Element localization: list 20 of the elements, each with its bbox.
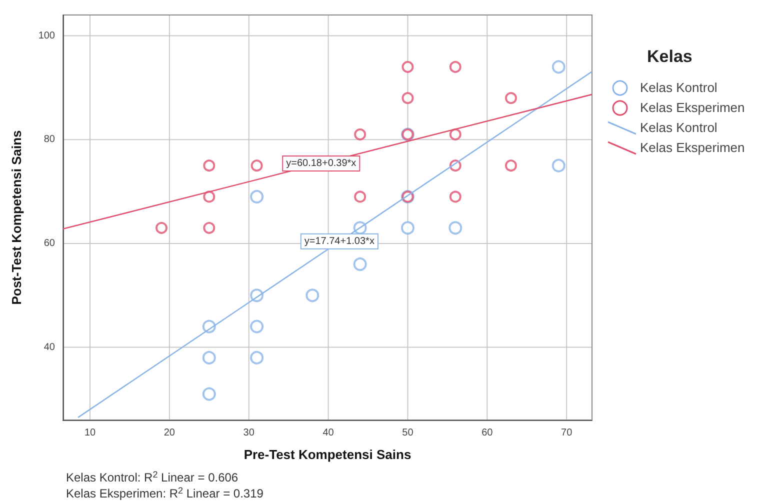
y-tick-label: 80: [44, 134, 56, 146]
legend-label: Kelas Eksperimen: [640, 140, 745, 155]
x-tick-label: 20: [164, 428, 176, 438]
legend-label: Kelas Kontrol: [640, 80, 718, 95]
y-tick-label: 60: [44, 238, 56, 249]
y-tick-label: 40: [44, 342, 56, 353]
annotation: y=17.74+1.03*x: [304, 236, 374, 247]
x-tick-label: 50: [402, 428, 414, 438]
x-tick-label: 10: [84, 428, 96, 438]
x-tick-label: 60: [482, 428, 494, 438]
legend-label: Kelas Kontrol: [640, 120, 718, 135]
y-tick-label: 100: [38, 30, 56, 42]
x-tick-label: 70: [561, 428, 573, 438]
legend-title: Kelas: [647, 47, 692, 66]
x-tick-label: 30: [243, 428, 255, 438]
x-axis-title: Pre-Test Kompetensi Sains: [244, 447, 412, 462]
y-axis-title: Post-Test Kompetensi Sains: [9, 130, 24, 305]
annotation: y=60.18+0.39*x: [286, 158, 356, 169]
legend-label: Kelas Eksperimen: [640, 100, 745, 115]
x-tick-label: 40: [322, 428, 334, 438]
